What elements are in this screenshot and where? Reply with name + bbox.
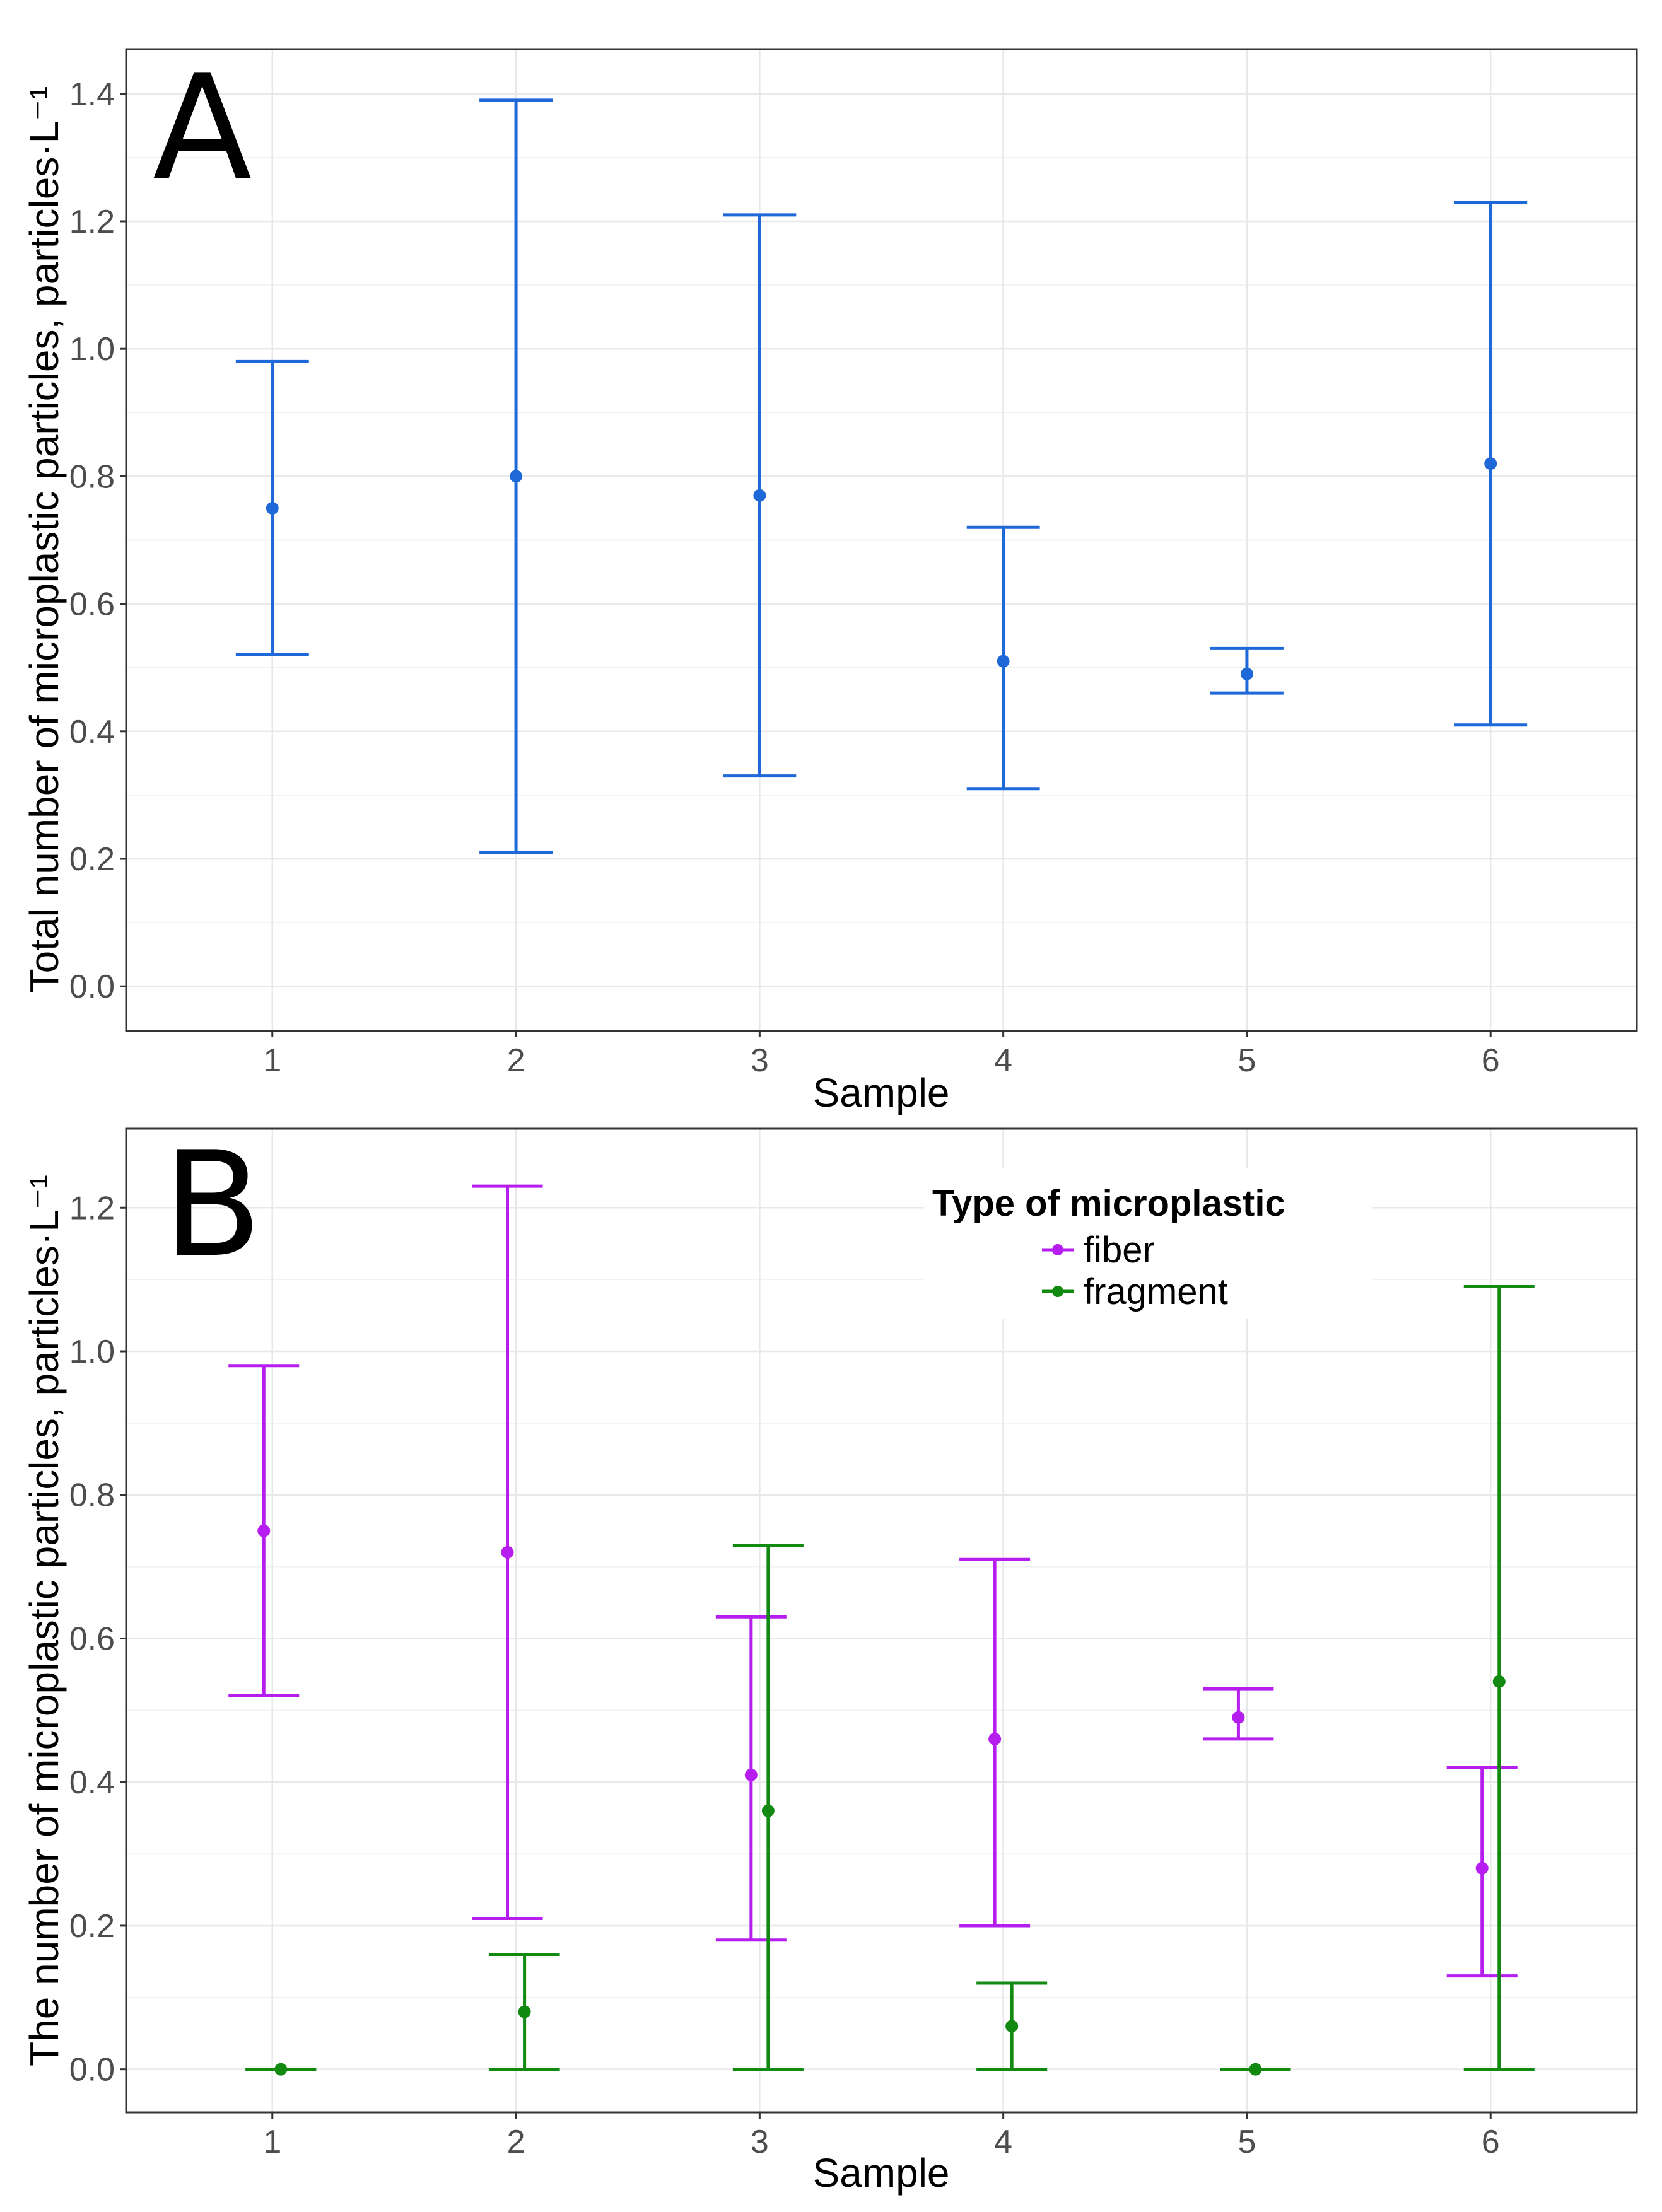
panel-a: 0.0 0.2 0.4 0.6 0.8 1.0 1.2 1.4 1 2 3 4 5 6 Sample T… <box>21 44 1638 1115</box>
marks-b <box>228 1184 1535 2076</box>
point-series-3 <box>753 489 766 502</box>
point-fragment-1 <box>274 2063 288 2076</box>
legend-label-fiber: fiber <box>1084 1230 1155 1271</box>
panel-tag-a: A <box>153 44 252 212</box>
point-series-5 <box>1240 667 1253 680</box>
y-tick-label: 1.4 <box>69 76 115 113</box>
plot-border-a <box>125 48 1638 1032</box>
legend-title: Type of microplastic <box>932 1183 1285 1224</box>
point-series-1 <box>266 501 279 515</box>
y-tick-label: 0.6 <box>69 1621 115 1657</box>
x-tick-labels-b: 1 2 3 4 5 6 <box>263 2112 1500 2160</box>
panel-tag-b: B <box>163 1121 262 1289</box>
panel-b: 0.0 0.2 0.4 0.6 0.8 1.0 1.2 1 2 3 4 5 6 Sample The … <box>21 1121 1638 2196</box>
x-tick-label: 3 <box>751 2124 769 2160</box>
y-tick-label: 1.0 <box>69 1334 115 1370</box>
point-fragment-3 <box>761 1804 775 1817</box>
y-tick-label: 0.0 <box>69 969 115 1005</box>
y-tick-label: 0.4 <box>69 714 115 750</box>
legend-key-fragment <box>1042 1286 1074 1297</box>
y-tick-label: 0.8 <box>69 1477 115 1514</box>
y-tick-label: 1.0 <box>69 331 115 368</box>
y-tick-label: 0.0 <box>69 2052 115 2088</box>
legend: Type of microplastic fiber fragment <box>932 1183 1285 1312</box>
x-tick-label: 5 <box>1238 2124 1256 2160</box>
x-tick-labels-a: 1 2 3 4 5 6 <box>263 1031 1500 1079</box>
legend-background <box>924 1168 1372 1319</box>
y-axis-title-b: The number of microplastic particles, pa… <box>21 1175 67 2066</box>
x-tick-label: 6 <box>1482 1042 1500 1079</box>
point-fragment-5 <box>1249 2063 1262 2076</box>
x-tick-label: 1 <box>263 1042 281 1079</box>
point-series-2 <box>510 470 523 483</box>
legend-key-fiber-point <box>1052 1244 1063 1255</box>
y-tick-label: 1.2 <box>69 204 115 240</box>
plot-border-b <box>125 1127 1638 2114</box>
point-fragment-2 <box>518 2005 531 2018</box>
y-tick-label: 0.2 <box>69 841 115 878</box>
point-fragment-6 <box>1492 1675 1506 1688</box>
x-tick-label: 5 <box>1238 1042 1256 1079</box>
point-fiber-4 <box>988 1732 1002 1745</box>
legend-key-fiber <box>1042 1244 1074 1255</box>
x-tick-label: 4 <box>994 1042 1012 1079</box>
x-tick-label: 2 <box>507 2124 525 2160</box>
x-tick-label: 3 <box>751 1042 769 1079</box>
y-tick-label: 0.4 <box>69 1764 115 1801</box>
y-tick-label: 1.2 <box>69 1190 115 1226</box>
point-fiber-3 <box>744 1768 758 1781</box>
point-fragment-4 <box>1005 2020 1019 2033</box>
x-tick-label: 1 <box>263 2124 281 2160</box>
grid-b <box>126 1129 1637 2112</box>
x-tick-label: 6 <box>1482 2124 1500 2160</box>
x-axis-title-a: Sample <box>813 1070 950 1115</box>
y-axis-title-a: Total number of microplastic particles, … <box>21 86 67 994</box>
x-tick-label: 2 <box>507 1042 525 1079</box>
point-fiber-2 <box>501 1545 514 1559</box>
point-series-6 <box>1484 457 1497 470</box>
y-tick-labels-b: 0.0 0.2 0.4 0.6 0.8 1.0 1.2 <box>69 1190 126 2088</box>
y-tick-label: 0.6 <box>69 586 115 623</box>
x-axis-title-b: Sample <box>813 2150 950 2196</box>
plot-area-b <box>126 1129 1637 2112</box>
legend-key-fragment-point <box>1052 1286 1063 1297</box>
y-tick-label: 0.8 <box>69 458 115 495</box>
legend-label-fragment: fragment <box>1084 1271 1228 1312</box>
point-series-4 <box>997 655 1010 668</box>
point-fiber-6 <box>1475 1861 1489 1875</box>
point-fiber-5 <box>1232 1711 1245 1724</box>
point-fiber-1 <box>257 1524 271 1537</box>
x-tick-label: 4 <box>994 2124 1012 2160</box>
marks-a <box>235 98 1528 854</box>
y-tick-labels-a: 0.0 0.2 0.4 0.6 0.8 1.0 1.2 1.4 <box>69 76 126 1005</box>
y-tick-label: 0.2 <box>69 1908 115 1945</box>
